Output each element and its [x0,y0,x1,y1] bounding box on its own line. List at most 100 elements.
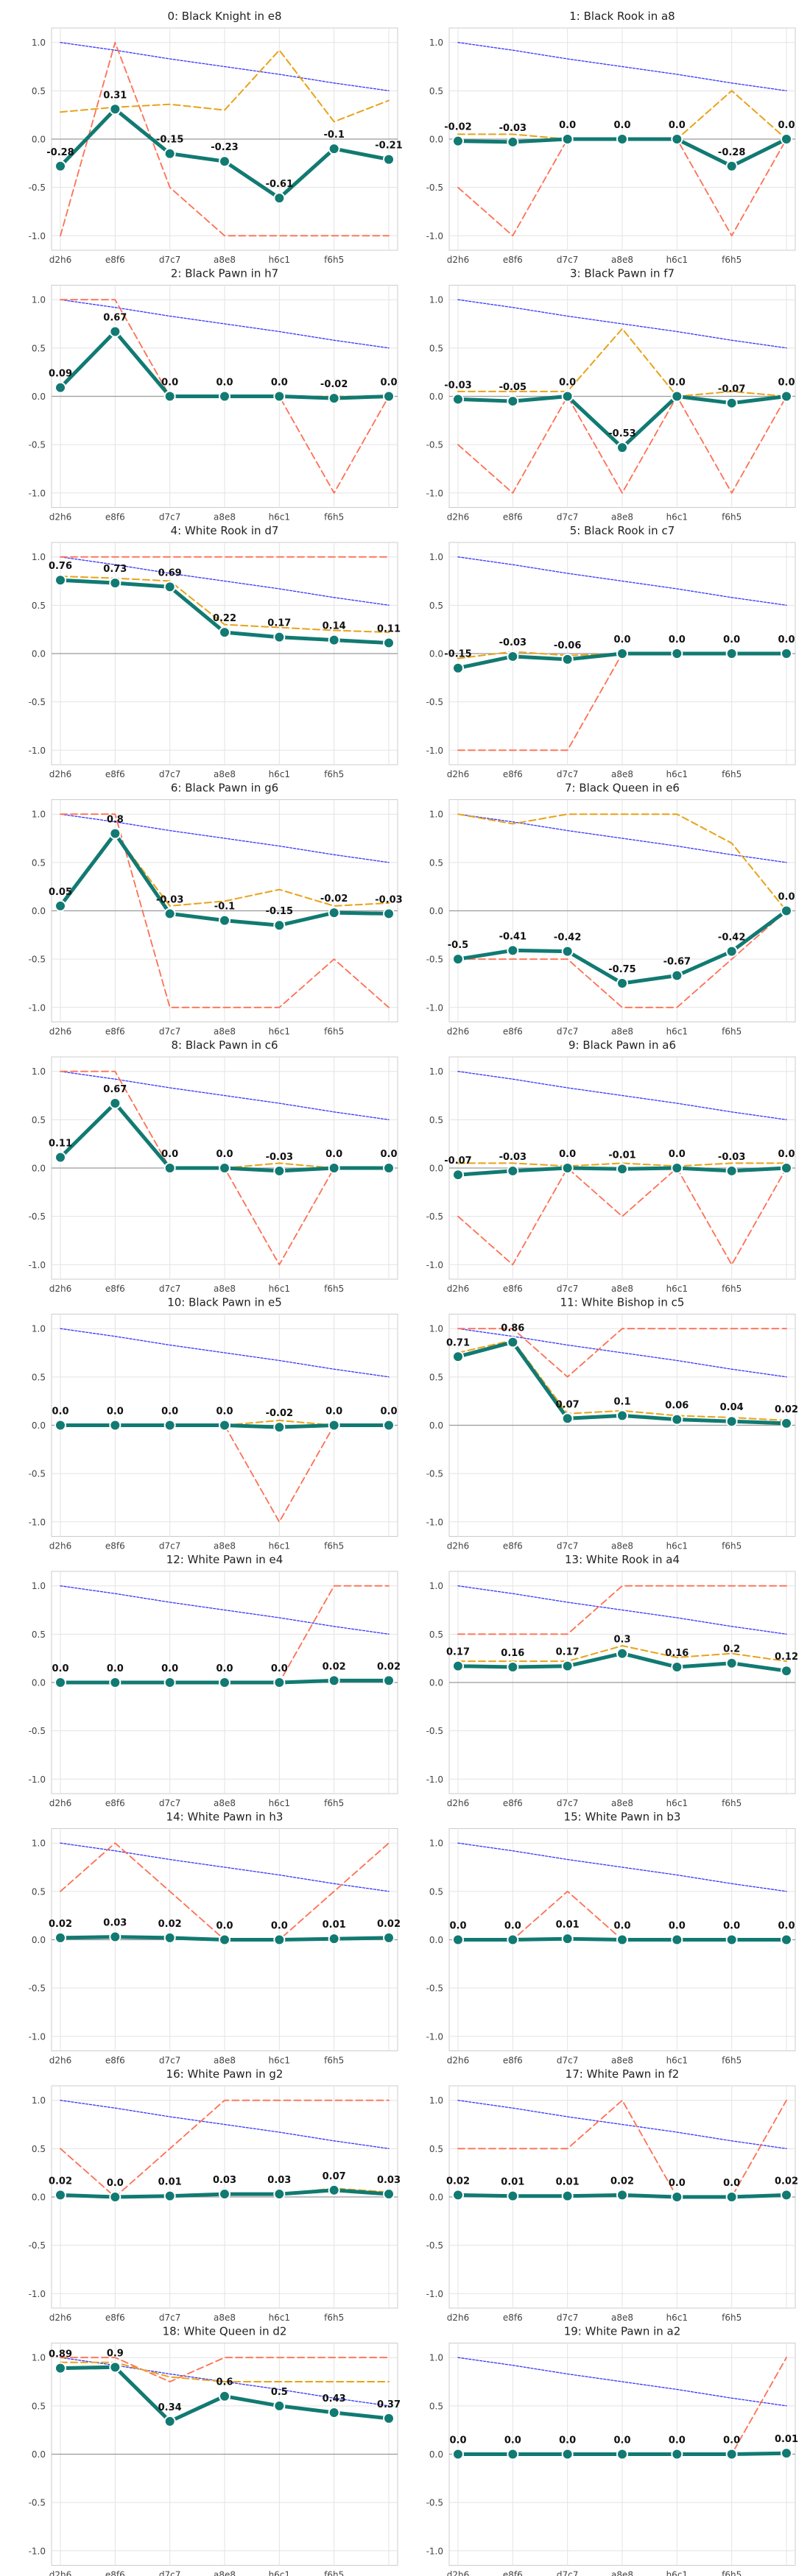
data-point [54,1677,66,1688]
x-tick-label: e8f6 [503,2570,523,2576]
data-label: 0.0 [723,634,740,645]
data-point [109,827,122,840]
data-point [452,1660,464,1672]
y-tick-label: -1.0 [29,231,46,241]
y-tick-label: 0.0 [429,2449,443,2460]
data-label: 0.11 [377,624,401,635]
y-tick-label: 0.0 [429,392,443,402]
data-point [273,1421,286,1434]
data-label: -0.28 [46,147,74,158]
subplot-title: 14: White Pawn in h3 [166,1811,284,1824]
y-tick-label: 0.0 [32,392,46,402]
data-label: 0.1 [613,1396,630,1407]
data-label: 0.71 [446,1337,470,1348]
data-point [671,2448,683,2460]
x-tick-label: h6c1 [269,1284,290,1294]
x-tick-label: d2h6 [447,2056,470,2066]
x-tick-label: d7c7 [557,255,578,265]
y-tick-label: 0.0 [32,1935,46,1945]
x-tick-label: h6c1 [269,1027,290,1037]
subplot-1: 1: Black Rook in a8 1.0 0.5 0.0 -0.5 -1.0 d2h6… [426,10,796,265]
subplot-title: 9: Black Pawn in a6 [568,1038,676,1052]
subplot-title: 18: White Queen in d2 [163,2325,287,2338]
x-tick-label: d2h6 [447,1541,470,1551]
data-point [452,1933,464,1946]
data-point [725,648,738,659]
data-label: 0.0 [613,634,630,645]
series-line-3 [457,2357,787,2407]
y-tick-label: -1.0 [426,2546,443,2556]
data-label: 0.0 [504,1921,521,1932]
y-tick-label: 0.0 [32,1164,46,1174]
data-point [616,1933,628,1946]
y-tick-label: 0.5 [429,1630,443,1640]
data-label: -0.03 [499,637,526,648]
data-point [671,969,683,982]
subplot-13: 13: White Rook in a4 1.0 0.5 0.0 -0.5 -1.0 d2h… [426,1553,798,1808]
data-label: 0.22 [213,613,236,624]
data-point [725,1415,738,1428]
series-line-3 [60,299,390,349]
data-label: 0.0 [107,1663,124,1674]
data-label: 0.0 [669,1921,686,1932]
series-line-1 [457,813,787,912]
x-tick-label: h6c1 [269,769,290,779]
y-tick-label: -0.5 [29,1469,46,1479]
data-point [507,135,519,148]
data-label: 0.03 [377,2175,401,2186]
y-tick-label: 0.5 [32,2401,46,2411]
data-point [561,653,574,665]
series-line-1 [457,328,787,397]
data-label: 0.0 [559,378,576,389]
data-label: 0.0 [559,120,576,131]
y-tick-label: -0.5 [426,955,443,965]
data-label: -0.07 [718,384,745,395]
data-label: -0.53 [608,428,635,439]
data-point [383,2188,395,2201]
data-label: -0.41 [499,931,526,942]
data-point [383,2412,395,2424]
x-tick-label: a8e8 [611,2056,633,2066]
data-point [452,135,464,147]
data-label: 0.0 [613,120,630,131]
data-point [54,574,66,587]
x-tick-label: a8e8 [611,1027,633,1037]
data-label: 0.02 [323,1661,346,1672]
data-point [561,1933,574,1945]
data-point [109,1931,122,1943]
data-label: -0.5 [448,940,468,951]
data-point [725,1933,738,1946]
x-tick-label: e8f6 [503,1541,523,1551]
data-point [163,2190,176,2202]
data-point [507,1933,519,1946]
data-label: 0.03 [213,2175,236,2186]
data-point [561,945,574,958]
data-point [163,907,176,920]
x-tick-label: e8f6 [105,2056,125,2066]
x-tick-label: d2h6 [49,2056,72,2066]
y-tick-label: 0.5 [429,1115,443,1125]
y-tick-label: 0.0 [429,1420,443,1431]
x-tick-label: f6h5 [722,1284,742,1294]
y-tick-label: 0.5 [32,1630,46,1640]
x-tick-label: d2h6 [447,2570,470,2576]
x-tick-label: h6c1 [666,512,688,523]
y-tick-label: -0.5 [29,2498,46,2508]
data-label: 0.02 [610,2176,634,2187]
data-label: 0.0 [778,892,795,903]
x-tick-label: e8f6 [105,1541,125,1551]
x-tick-label: d7c7 [159,1284,180,1294]
y-tick-label: 0.0 [429,649,443,659]
x-tick-label: h6c1 [666,1027,688,1037]
data-label: 0.0 [161,1149,178,1160]
x-tick-label: f6h5 [722,2056,742,2066]
data-label: 0.0 [161,1663,178,1674]
x-tick-label: f6h5 [722,769,742,779]
data-point [328,634,340,646]
data-point [507,2190,519,2202]
data-point [219,1419,230,1432]
data-label: 0.03 [103,1918,127,1929]
data-label: 0.0 [380,1149,397,1160]
data-label: 0.02 [446,2176,470,2187]
x-tick-label: d2h6 [447,769,470,779]
